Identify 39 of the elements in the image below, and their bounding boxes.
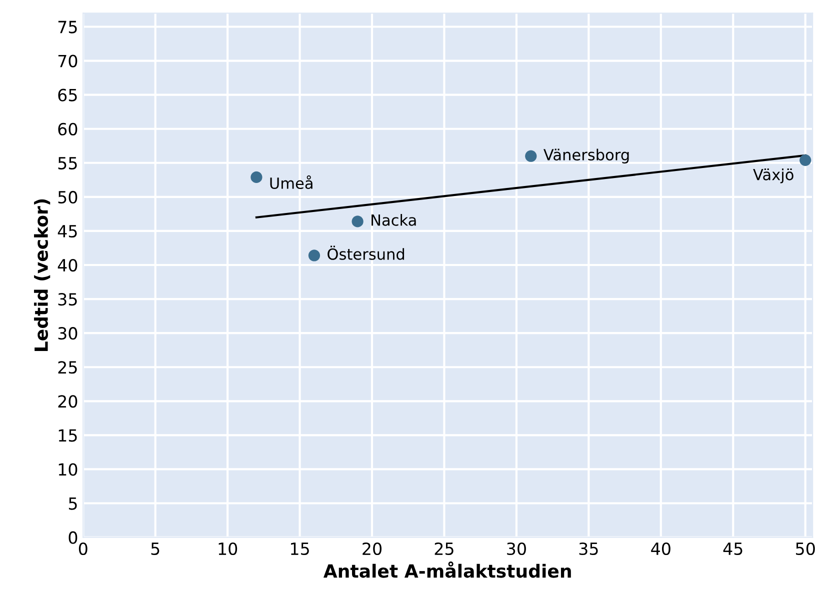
y-tick-label: 5 [68,497,77,510]
y-tick-label: 65 [58,88,77,102]
y-axis-title: Ledtid (veckor) [34,199,50,351]
y-tick-label: 35 [58,293,77,306]
point [525,150,537,162]
annotation: Vänersborg [544,148,629,164]
x-tick-label: 40 [651,542,670,556]
y-tick-label: 55 [58,157,77,170]
y-tick-label: 30 [58,327,78,340]
x-tick-label: 25 [434,542,454,556]
x-tick-label: 5 [151,542,160,556]
annotation: Umeå [270,175,312,190]
y-tick-label: 25 [58,361,77,374]
x-tick-label: 35 [579,542,598,556]
x-tick-label: 20 [362,542,382,556]
y-tick-label: 45 [58,225,77,238]
y-tick-label: 20 [58,395,78,408]
point [250,171,262,183]
x-tick-label: 50 [796,542,815,556]
point [308,250,320,262]
y-tick-label: 15 [58,429,77,442]
x-tick-label: 45 [723,542,742,556]
y-tick-label: 0 [68,531,78,544]
x-tick-label: 10 [218,542,238,556]
x-tick-label: 30 [507,542,526,556]
point [352,216,364,228]
annotation: Östersund [328,246,404,260]
y-tick-label: 10 [58,463,78,476]
y-tick-label: 40 [58,258,78,272]
x-tick-label: 0 [78,542,88,556]
y-tick-label: 70 [58,54,78,68]
point [800,154,812,166]
y-tick-label: 50 [58,190,78,204]
x-axis-title: Antalet A-målaktstudien [323,562,571,578]
annotation: Nacka [372,214,416,226]
x-tick-label: 15 [291,542,309,556]
annotation: Växjö [753,168,794,184]
y-tick-label: 60 [58,122,78,136]
y-tick-label: 75 [58,20,77,34]
